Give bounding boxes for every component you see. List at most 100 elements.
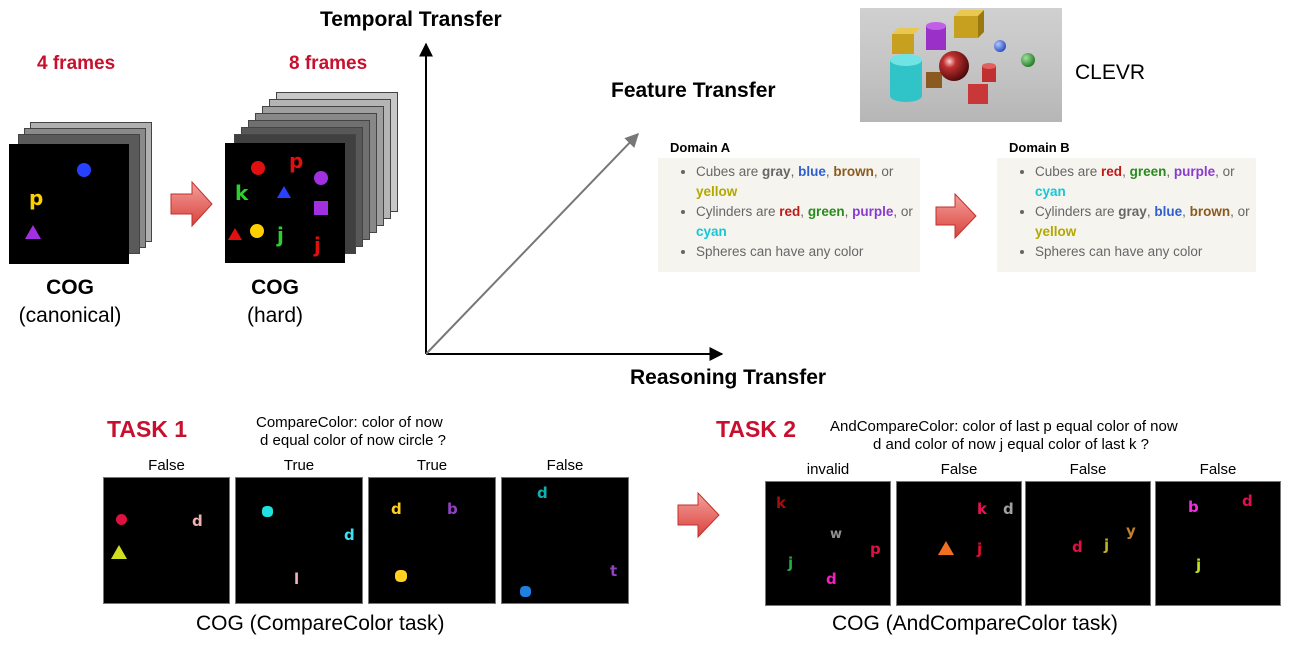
- task1-question-line2: d equal color of now circle ?: [260, 432, 446, 449]
- hard-front-frame: p k j j: [225, 143, 345, 263]
- task2-answer-1: invalid: [806, 461, 850, 478]
- green-sphere: [1021, 53, 1035, 67]
- letter-d: d: [1072, 538, 1083, 556]
- domain-a-title: Domain A: [670, 140, 731, 155]
- red-cylinder: [982, 66, 996, 82]
- domain-a-panel: Cubes are gray, blue, brown, or yellow C…: [658, 158, 920, 272]
- letter-w: w: [830, 527, 843, 542]
- blue-circle: [77, 163, 91, 177]
- purple-square: [314, 201, 328, 215]
- letter-b: b: [447, 500, 458, 518]
- task1-frame-4: d t: [501, 477, 629, 604]
- temporal-transfer-label: Temporal Transfer: [320, 8, 502, 31]
- task2-label: TASK 2: [716, 416, 797, 442]
- task1-answer-1: False: [148, 457, 185, 474]
- red-circle: [251, 161, 265, 175]
- letter-d: d: [826, 570, 837, 588]
- feature-transfer-label: Feature Transfer: [611, 79, 776, 102]
- gold-cube: [954, 16, 978, 38]
- letter-j: j: [1104, 536, 1110, 554]
- arrow-domain-a-to-b: [935, 192, 977, 240]
- clevr-label: CLEVR: [1075, 61, 1146, 84]
- yellow-blob: [395, 570, 407, 582]
- reasoning-transfer-label: Reasoning Transfer: [630, 366, 827, 389]
- task1-caption: COG (CompareColor task): [196, 612, 445, 635]
- task1-answer-2: True: [283, 457, 315, 474]
- hard-title: COG: [251, 276, 299, 299]
- letter-j: j: [314, 233, 321, 257]
- task2-frame-1: k w j p d: [765, 481, 891, 606]
- red-sphere: [939, 51, 969, 81]
- red-cube: [968, 84, 988, 104]
- task2-answer-2: False: [940, 461, 978, 478]
- task1-frame-2: d l: [235, 477, 363, 604]
- blue-triangle: [277, 186, 291, 198]
- domain-b-title: Domain B: [1009, 140, 1070, 155]
- red-triangle: [228, 228, 242, 240]
- letter-p: p: [29, 186, 44, 210]
- hard-subtitle: (hard): [246, 304, 304, 327]
- letter-j: j: [788, 554, 794, 572]
- purple-cylinder: [926, 26, 946, 50]
- yellow-circle: [250, 224, 264, 238]
- letter-j: j: [977, 540, 983, 558]
- task2-frame-3: d j y: [1025, 481, 1151, 606]
- task1-frame-3: d b: [368, 477, 496, 604]
- brown-cube: [926, 72, 942, 88]
- purple-circle: [314, 171, 328, 185]
- task1-label: TASK 1: [107, 416, 188, 442]
- yellow-triangle: [111, 545, 127, 559]
- task1-question-line1: CompareColor: color of now: [256, 414, 443, 431]
- letter-d: d: [344, 526, 355, 544]
- canonical-front-frame: p: [9, 144, 129, 264]
- domain-a-cubes: Cubes are gray, blue, brown, or yellow: [696, 162, 920, 202]
- task1-answer-4: False: [546, 457, 584, 474]
- letter-d: d: [1003, 500, 1014, 518]
- letter-j: j: [277, 223, 284, 247]
- domain-a-spheres: Spheres can have any color: [696, 242, 920, 262]
- letter-k: k: [235, 181, 249, 205]
- cyan-blob: [262, 506, 273, 517]
- arrow-task1-to-task2: [677, 491, 720, 539]
- letter-d: d: [192, 512, 203, 530]
- letter-d: d: [537, 484, 548, 502]
- letter-y: y: [1126, 522, 1136, 540]
- letter-p: p: [289, 149, 304, 173]
- domain-b-cylinders: Cylinders are gray, blue, brown, or yell…: [1035, 202, 1256, 242]
- task2-question-line2: d and color of now j equal color of last…: [873, 436, 1149, 453]
- arrow-canonical-to-hard: [170, 180, 213, 228]
- domain-b-cubes: Cubes are red, green, purple, or cyan: [1035, 162, 1256, 202]
- task2-answer-4: False: [1199, 461, 1237, 478]
- letter-l: l: [294, 570, 300, 588]
- clevr-image: [860, 8, 1062, 122]
- letter-k: k: [977, 500, 987, 518]
- domain-b-panel: Cubes are red, green, purple, or cyan Cy…: [997, 158, 1256, 272]
- task2-frame-4: b d j: [1155, 481, 1281, 606]
- letter-p: p: [870, 540, 881, 558]
- letter-k: k: [776, 494, 786, 512]
- task2-question-line1: AndCompareColor: color of last p equal c…: [830, 418, 1178, 435]
- blue-sphere: [994, 40, 1006, 52]
- canonical-title: COG: [46, 276, 94, 299]
- purple-triangle: [25, 225, 41, 239]
- task2-caption: COG (AndCompareColor task): [832, 612, 1118, 635]
- domain-a-cylinders: Cylinders are red, green, purple, or cya…: [696, 202, 920, 242]
- letter-d: d: [1242, 492, 1253, 510]
- canonical-subtitle: (canonical): [18, 304, 122, 327]
- red-circle: [116, 514, 127, 525]
- canonical-frames-label: 4 frames: [37, 53, 116, 74]
- hard-frames-label: 8 frames: [289, 53, 368, 74]
- letter-j: j: [1196, 556, 1202, 574]
- task1-frame-1: d: [103, 477, 230, 604]
- blue-blob: [520, 586, 531, 597]
- task2-answer-3: False: [1069, 461, 1107, 478]
- letter-d: d: [391, 500, 402, 518]
- domain-b-spheres: Spheres can have any color: [1035, 242, 1256, 262]
- orange-triangle: [938, 541, 954, 555]
- task1-answer-3: True: [416, 457, 448, 474]
- letter-b: b: [1188, 498, 1199, 516]
- letter-t: t: [610, 562, 618, 580]
- gold-cube: [892, 34, 914, 54]
- task2-frame-2: k d j: [896, 481, 1022, 606]
